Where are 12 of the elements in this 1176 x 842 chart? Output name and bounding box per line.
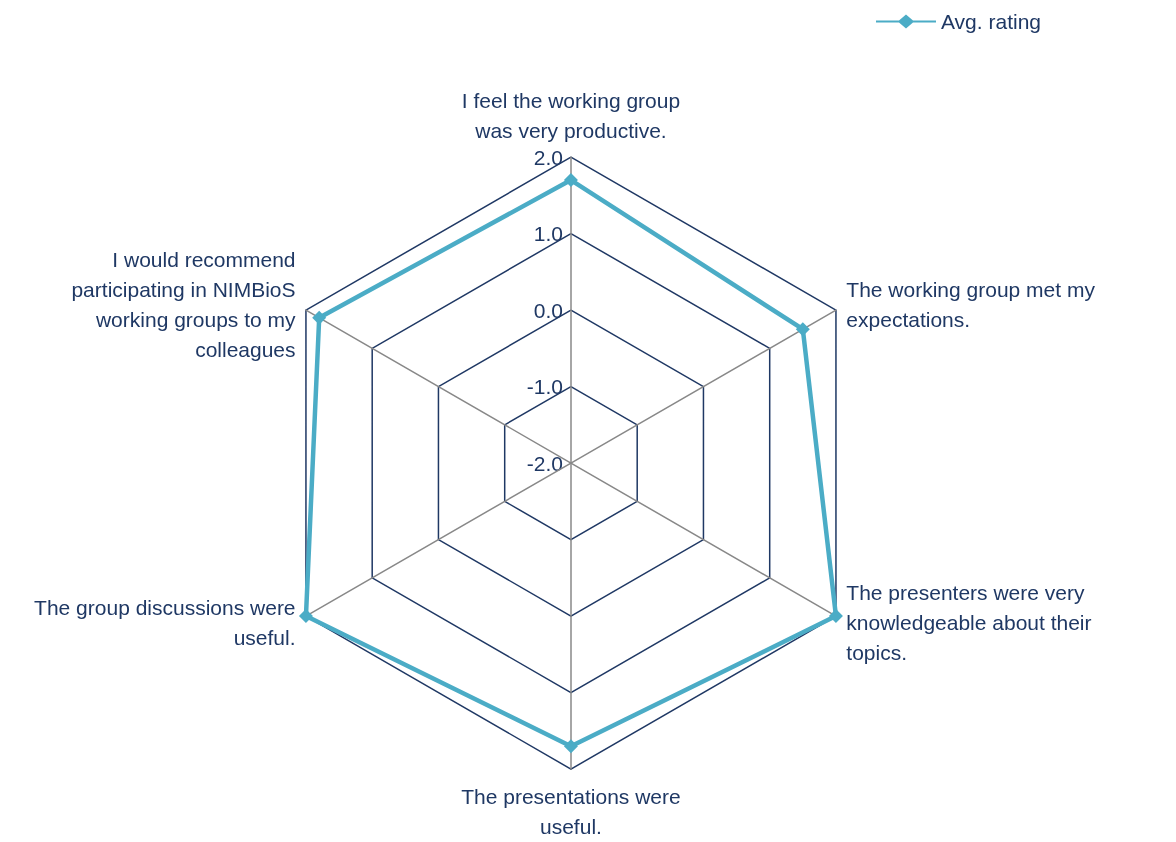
y-tick-label: 2.0 bbox=[533, 145, 563, 169]
spoke-label: The working group met my expectations. bbox=[846, 277, 1096, 331]
spoke-label: I would recommend participating in NIMBioS working groups to my colleagues bbox=[71, 247, 297, 361]
y-tick-label: 0.0 bbox=[533, 298, 563, 322]
y-tick-label: 1.0 bbox=[533, 222, 563, 245]
spoke-label: The presentations were useful. bbox=[461, 784, 681, 838]
legend-label: Avg. rating bbox=[940, 10, 1042, 33]
spoke-label: The presenters were very knowledgeable about their topics. bbox=[846, 580, 1092, 664]
y-tick-label: -1.0 bbox=[526, 375, 563, 398]
y-tick-label: -2.0 bbox=[526, 451, 563, 475]
spoke-label: The group discussions were useful. bbox=[34, 595, 296, 649]
spoke-label: I feel the working group was very productive. bbox=[461, 88, 681, 142]
